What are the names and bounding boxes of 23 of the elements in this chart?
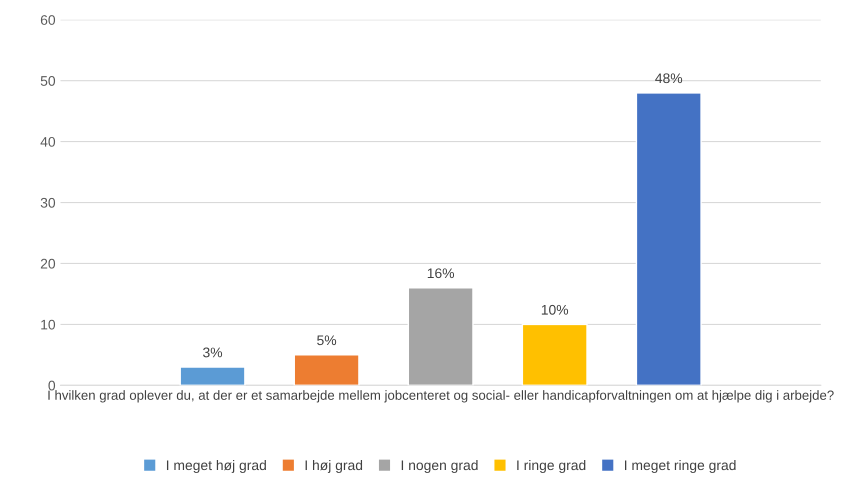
data-label: 5%	[317, 335, 336, 346]
data-label: 16%	[428, 268, 454, 278]
y-tick-label: 10	[41, 320, 56, 330]
bar	[408, 287, 474, 386]
y-tick-label: 40	[40, 136, 56, 147]
bar	[294, 354, 360, 386]
legend-label: I høj grad	[306, 460, 362, 473]
bar	[180, 366, 246, 386]
legend-label: I meget høj grad	[166, 460, 266, 473]
data-label: 10%	[542, 304, 568, 315]
x-tick-label: I hvilken grad oplever du, at der er et samarbejde mellem jobcenteret og social- eller handicapforvaltningen om at hjælpe dig i arbejde?	[48, 390, 834, 402]
y-tick-label: 30	[40, 198, 56, 208]
data-label: 48%	[655, 73, 682, 84]
data-label: 3%	[203, 348, 222, 358]
legend-label: I nogen grad	[402, 460, 478, 473]
legend-label: I ringe grad	[517, 460, 586, 473]
y-tick-label: 0	[48, 380, 56, 390]
legend-label: I meget ringe grad	[624, 460, 736, 473]
bar	[522, 324, 588, 386]
y-tick-label: 20	[40, 258, 56, 269]
y-tick-label: 60	[40, 15, 56, 25]
y-tick-label: 50	[40, 76, 56, 86]
bar	[636, 92, 702, 386]
